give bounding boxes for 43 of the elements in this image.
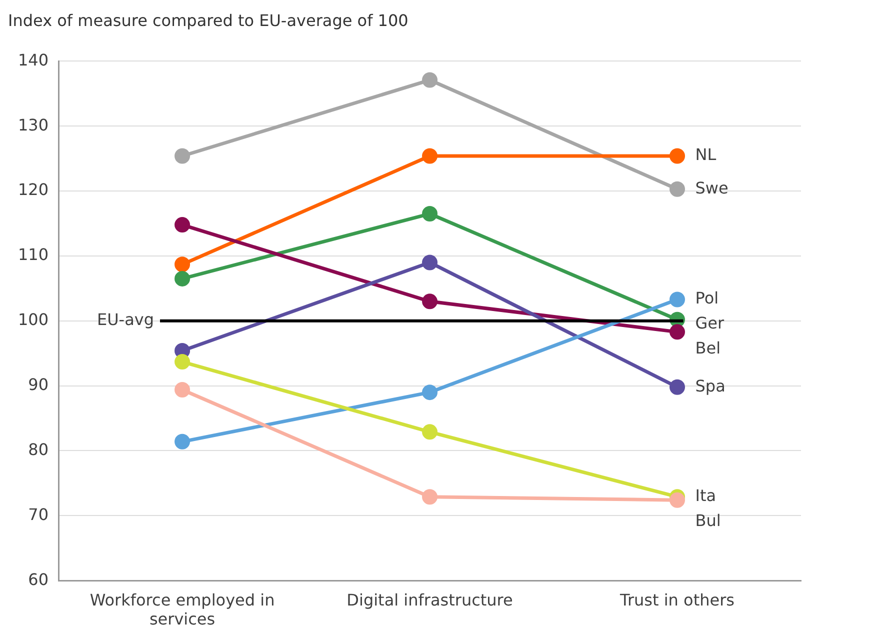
point <box>422 424 438 440</box>
point <box>422 384 438 400</box>
point <box>422 254 438 270</box>
ref-line-label: EU-avg <box>96 310 154 330</box>
point <box>174 270 190 286</box>
x-tick-label: Digital infrastructure <box>346 590 513 610</box>
point <box>670 324 686 340</box>
point <box>174 148 190 164</box>
x-tick-label: Workforce employed in services <box>90 590 275 629</box>
y-tick-label: 60 <box>28 570 49 589</box>
point <box>174 434 190 450</box>
y-tick-label: 90 <box>28 374 49 394</box>
point <box>422 206 438 222</box>
series-label: Ger <box>695 314 724 333</box>
series-label: NL <box>695 145 716 164</box>
point <box>670 379 686 395</box>
y-tick-label: 80 <box>28 440 49 459</box>
point <box>670 492 686 508</box>
point <box>174 382 190 398</box>
point <box>670 181 686 197</box>
point <box>422 72 438 88</box>
y-tick-label: 100 <box>18 310 49 330</box>
point <box>174 354 190 370</box>
series-label: Ita <box>695 486 716 506</box>
y-tick-label: 120 <box>18 180 49 200</box>
chart-title: Index of measure compared to EU-average of 100 <box>8 10 408 30</box>
y-tick-label: 130 <box>18 115 49 134</box>
point <box>670 292 686 308</box>
point <box>422 489 438 505</box>
series-label: Pol <box>695 288 719 308</box>
y-tick-label: 110 <box>18 245 49 264</box>
point <box>174 256 190 272</box>
series-label: Spa <box>695 376 726 396</box>
point <box>174 217 190 233</box>
point <box>422 294 438 310</box>
series-label: Bul <box>695 511 721 530</box>
point <box>670 148 686 164</box>
series-label: Swe <box>695 178 728 198</box>
y-tick-label: 70 <box>28 504 49 524</box>
series-label: Bel <box>695 338 721 358</box>
y-tick-label: 140 <box>18 50 49 70</box>
x-tick-label: Trust in others <box>619 590 734 610</box>
point <box>422 148 438 164</box>
